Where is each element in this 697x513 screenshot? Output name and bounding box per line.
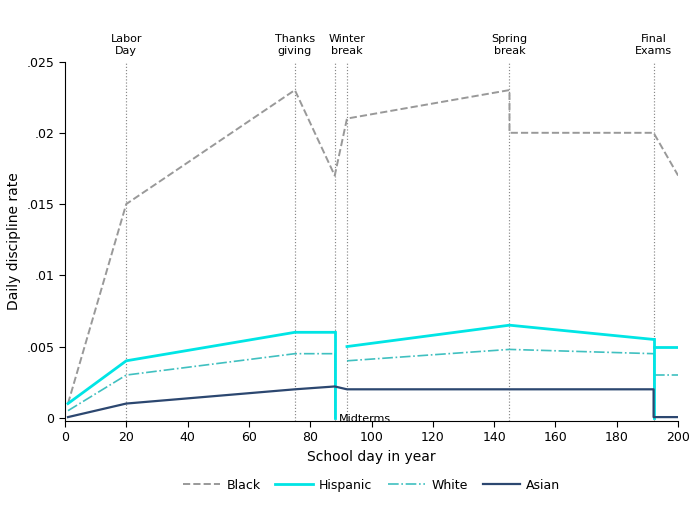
Text: Thanks
giving: Thanks giving — [275, 34, 315, 56]
Text: Spring
break: Spring break — [491, 34, 528, 56]
Text: Winter
break: Winter break — [328, 34, 365, 56]
X-axis label: School day in year: School day in year — [307, 449, 436, 464]
Y-axis label: Daily discipline rate: Daily discipline rate — [7, 172, 21, 310]
Text: Final
Exams: Final Exams — [635, 34, 672, 56]
Text: Labor
Day: Labor Day — [111, 34, 142, 56]
Legend: Black, Hispanic, White, Asian: Black, Hispanic, White, Asian — [178, 473, 565, 497]
Text: Midterms: Midterms — [339, 415, 391, 424]
